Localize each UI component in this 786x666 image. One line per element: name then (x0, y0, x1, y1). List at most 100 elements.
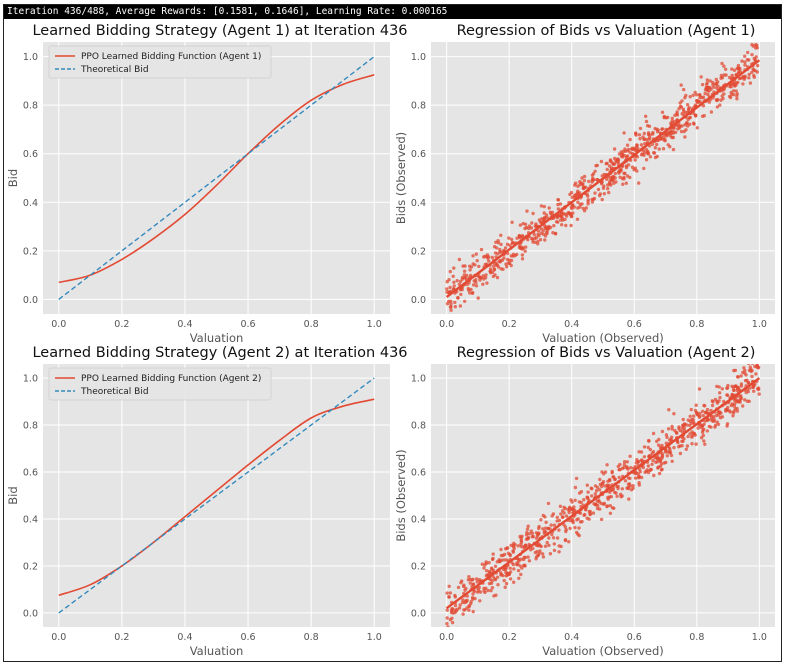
scatter-point (555, 536, 560, 540)
x-tick-label: 0.4 (177, 319, 192, 330)
scatter-point (564, 223, 568, 228)
scatter-point (660, 453, 665, 458)
scatter-point (517, 576, 521, 580)
scatter-point (611, 488, 615, 492)
scatter-point (520, 257, 525, 261)
scatter-point (608, 511, 613, 515)
scatter-point (559, 544, 563, 549)
scatter-point (600, 484, 604, 489)
scatter-point (680, 426, 685, 430)
scatter-point (560, 509, 565, 513)
scatter-point (650, 451, 654, 455)
scatter-point (605, 167, 609, 172)
scatter-point (488, 570, 492, 575)
scatter-point (535, 549, 539, 554)
scatter-point (483, 563, 487, 567)
plot-content (58, 377, 375, 614)
scatter-point (682, 129, 686, 134)
scatter-point (605, 463, 609, 467)
scatter-point (642, 131, 646, 136)
scatter-point (718, 395, 722, 400)
scatter-point (543, 526, 548, 530)
scatter-point (685, 103, 690, 107)
scatter-point (706, 92, 710, 97)
scatter-point (449, 304, 453, 309)
scatter-point (481, 282, 485, 286)
scatter-point (711, 400, 715, 404)
scatter-point (715, 420, 719, 424)
scatter-point (622, 171, 626, 175)
scatter-point (755, 351, 758, 354)
scatter-point (626, 163, 631, 167)
scatter-point (734, 89, 738, 93)
scatter-point (465, 273, 469, 278)
scatter-point (477, 264, 481, 269)
scatter-point (474, 252, 478, 256)
y-tick-label: 0.6 (411, 149, 426, 160)
scatter-point (725, 386, 730, 390)
scatter-point (637, 483, 641, 487)
scatter-point (666, 143, 670, 147)
scatter-point (742, 77, 746, 81)
scatter-point (460, 275, 465, 280)
y-tick-label: 0.2 (411, 246, 426, 257)
scatter-point (445, 591, 449, 595)
scatter-point (595, 178, 599, 182)
scatter-point (645, 468, 649, 472)
scatter-point (465, 594, 469, 598)
scatter-point (695, 126, 699, 130)
scatter-point (641, 135, 645, 139)
y-axis-label: Bid (6, 169, 20, 187)
scatter-point (576, 206, 580, 210)
scatter-point (712, 419, 716, 423)
scatter-point (572, 505, 576, 509)
scatter-point (660, 110, 665, 115)
x-tick-label: 0.6 (240, 319, 255, 330)
scatter-point (552, 542, 556, 546)
iteration-status-bar: Iteration 436/488, Average Rewards: [0.1… (4, 5, 781, 19)
scatter-point (747, 72, 751, 77)
scatter-point (752, 389, 756, 393)
scatter-point (496, 583, 500, 587)
scatter-point (541, 232, 546, 236)
scatter-point (517, 559, 521, 563)
scatter-point (445, 608, 449, 612)
scatter-point (731, 414, 735, 418)
scatter-point (633, 471, 637, 476)
y-tick-label: 0.8 (411, 421, 426, 432)
chart-panel-3: 0.0 0.2 0.4 0.6 0.8 1.0 0.0 0.2 0.4 0.6 0.8 1.0 Valu… (6, 345, 408, 658)
scatter-point (714, 413, 719, 418)
scatter-point (739, 396, 743, 400)
scatter-point (541, 552, 545, 556)
scatter-point (646, 470, 651, 475)
scatter-point (536, 544, 540, 548)
scatter-point (703, 442, 707, 446)
scatter-point (679, 83, 683, 87)
scatter-point (499, 553, 504, 558)
scatter-point (499, 558, 504, 562)
scatter-point (664, 441, 668, 445)
scatter-point (608, 478, 612, 483)
scatter-point (466, 578, 470, 582)
scatter-point (584, 206, 588, 210)
scatter-point (468, 268, 472, 272)
scatter-point (484, 273, 488, 277)
scatter-point (691, 93, 695, 98)
scatter-point (738, 69, 742, 74)
scatter-point (715, 399, 719, 404)
scatter-point (467, 608, 471, 612)
legend-box (48, 367, 272, 401)
scatter-point (486, 588, 490, 593)
scatter-point (453, 593, 457, 598)
scatter-point (445, 302, 450, 306)
scatter-point (506, 572, 510, 576)
scatter-point (680, 112, 684, 116)
scatter-point (644, 114, 648, 119)
plot-content (58, 56, 375, 300)
scatter-point (722, 92, 726, 96)
scatter-point (691, 418, 695, 422)
scatter-point (597, 488, 602, 492)
scatter-point (687, 105, 691, 110)
scatter-point (678, 451, 683, 456)
scatter-point (563, 538, 568, 542)
